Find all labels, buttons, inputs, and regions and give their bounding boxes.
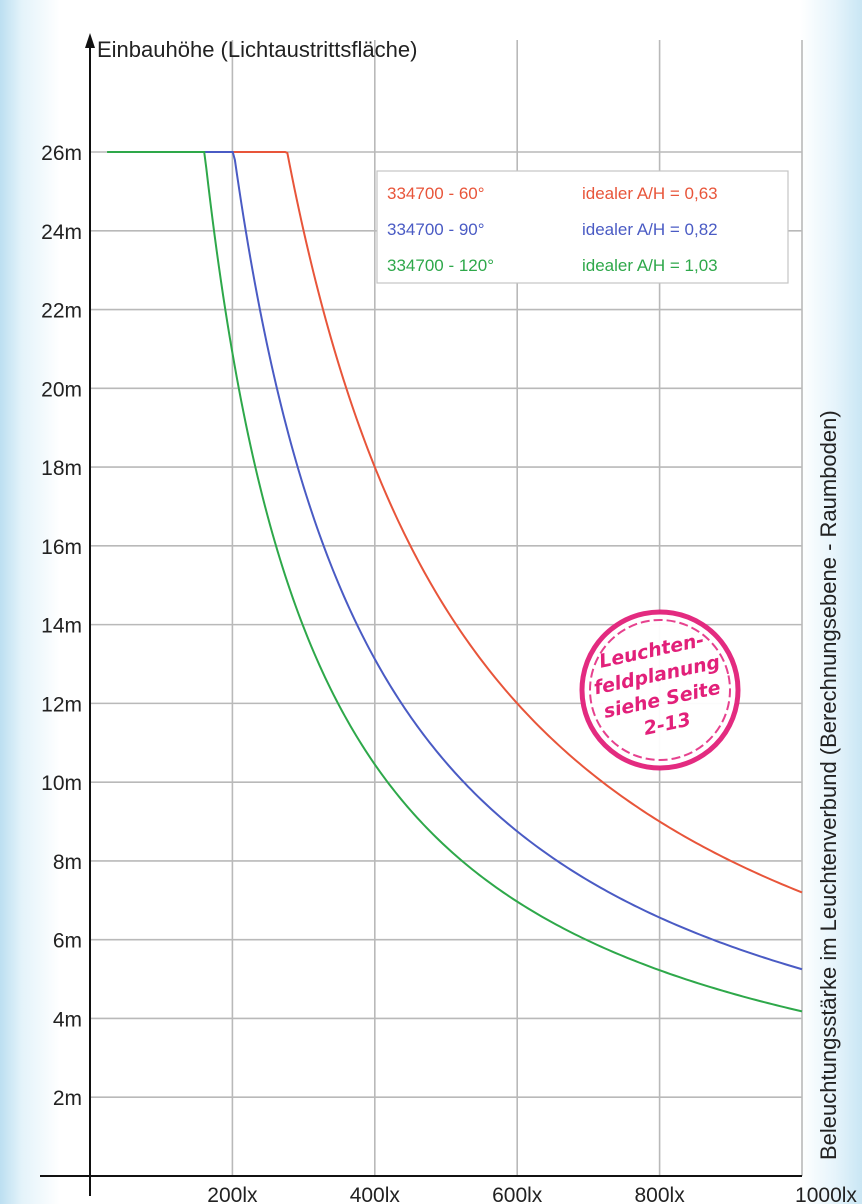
y-tick-label: 2m	[53, 1087, 82, 1110]
y-tick-label: 24m	[41, 221, 82, 244]
x-tick-label: 400lx	[350, 1184, 401, 1204]
legend-series-note: idealer A/H = 0,82	[582, 220, 718, 239]
stamp-outer-ring	[579, 609, 741, 771]
legend-series-name: 334700 - 120°	[387, 256, 494, 275]
y-tick-label: 22m	[41, 300, 82, 323]
y-tick-label: 12m	[41, 693, 82, 716]
y-axis-label: Einbauhöhe (Lichtaustrittsfläche)	[97, 37, 417, 62]
legend-series-name: 334700 - 60°	[387, 184, 485, 203]
x-tick-label: 200lx	[207, 1184, 258, 1204]
x-axis-label: Beleuchtungsstärke im Leuchtenverbund (B…	[816, 410, 841, 1160]
legend: 334700 - 60° idealer A/H = 0,63 334700 - 9…	[376, 170, 789, 284]
legend-series-name: 334700 - 90°	[387, 220, 485, 239]
y-axis-arrow	[85, 33, 95, 48]
y-tick-label: 10m	[41, 772, 82, 795]
y-tick-label: 6m	[53, 930, 82, 953]
y-tick-label: 14m	[41, 615, 82, 638]
x-tick-labels: 200lx 400lx 600lx 800lx 1000lx	[207, 1184, 857, 1204]
legend-series-note: idealer A/H = 0,63	[582, 184, 718, 203]
y-tick-label: 16m	[41, 536, 82, 559]
axes	[40, 33, 802, 1196]
x-tick-label: 800lx	[634, 1184, 685, 1204]
series-line-2	[107, 151, 803, 1013]
y-tick-label: 4m	[53, 1008, 82, 1031]
legend-series-note: idealer A/H = 1,03	[582, 256, 718, 275]
y-tick-labels: 2m 4m 6m 8m 10m 12m 14m 16m 18m 20m 22m 24m 26m	[41, 142, 82, 1110]
y-tick-label: 26m	[41, 142, 82, 165]
y-tick-label: 8m	[53, 851, 82, 874]
y-tick-label: 20m	[41, 378, 82, 401]
grid	[90, 40, 803, 1176]
legend-box	[376, 170, 789, 284]
x-tick-label: 1000lx	[795, 1184, 857, 1204]
series-curves	[107, 151, 803, 1013]
x-tick-label: 600lx	[492, 1184, 543, 1204]
y-tick-label: 18m	[41, 457, 82, 480]
